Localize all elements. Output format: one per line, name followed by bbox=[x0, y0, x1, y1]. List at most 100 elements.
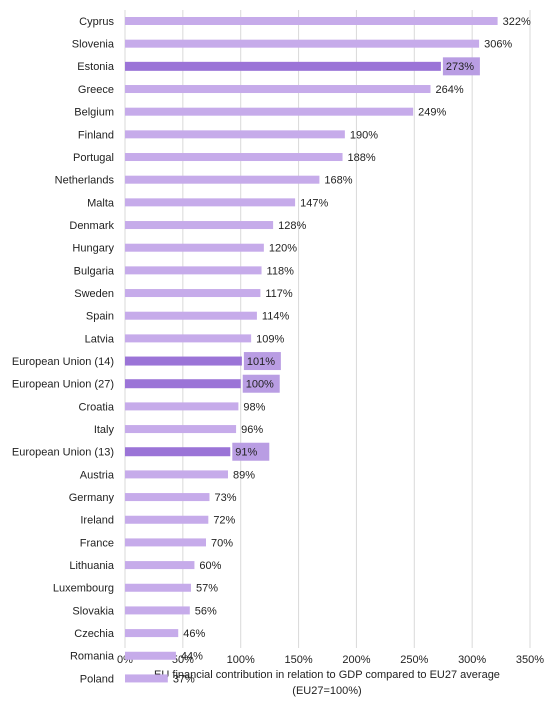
bar bbox=[125, 61, 441, 71]
y-tick-label: Hungary bbox=[72, 243, 114, 255]
value-label: 60% bbox=[199, 560, 221, 572]
bar bbox=[125, 606, 190, 615]
y-tick-label: Spain bbox=[86, 311, 114, 323]
y-tick-label: European Union (13) bbox=[12, 447, 114, 459]
value-label: 96% bbox=[241, 424, 263, 436]
value-label: 190% bbox=[350, 129, 378, 141]
y-tick-label: Slovakia bbox=[72, 605, 114, 617]
value-label: 101% bbox=[247, 356, 275, 368]
x-axis-title: EU financial contribution in relation to… bbox=[154, 669, 500, 681]
x-tick-label: 150% bbox=[285, 654, 313, 666]
bar bbox=[125, 583, 191, 592]
bar bbox=[125, 266, 262, 275]
bar bbox=[125, 629, 179, 638]
x-tick-label: 200% bbox=[342, 654, 370, 666]
y-tick-label: Poland bbox=[80, 673, 114, 685]
value-label: 109% bbox=[256, 333, 284, 345]
x-tick-label: 250% bbox=[400, 654, 428, 666]
y-tick-label: Netherlands bbox=[55, 175, 115, 187]
bar bbox=[125, 334, 252, 343]
bar bbox=[125, 39, 480, 48]
y-tick-label: Luxembourg bbox=[53, 583, 114, 595]
value-label: 89% bbox=[233, 469, 255, 481]
y-tick-label: Lithuania bbox=[69, 560, 115, 572]
y-tick-label: Austria bbox=[80, 469, 115, 481]
value-label: 147% bbox=[300, 197, 328, 209]
y-tick-label: Estonia bbox=[77, 61, 115, 73]
bar bbox=[125, 243, 264, 252]
y-tick-label: Portugal bbox=[73, 152, 114, 164]
y-tick-label: Czechia bbox=[74, 628, 115, 640]
bar bbox=[125, 356, 242, 366]
value-label: 306% bbox=[484, 39, 512, 51]
bar bbox=[125, 493, 210, 502]
bar bbox=[125, 175, 320, 184]
value-label: 249% bbox=[418, 107, 446, 119]
value-label: 56% bbox=[195, 605, 217, 617]
x-tick-label: 100% bbox=[227, 654, 255, 666]
x-tick-label: 50% bbox=[172, 654, 194, 666]
y-tick-label: France bbox=[80, 537, 114, 549]
bar bbox=[125, 651, 176, 660]
bar bbox=[125, 130, 345, 139]
y-tick-label: Belgium bbox=[74, 107, 114, 119]
bar bbox=[125, 674, 168, 683]
bar bbox=[125, 153, 343, 162]
value-label: 128% bbox=[278, 220, 306, 232]
value-label: 188% bbox=[348, 152, 376, 164]
value-label: 273% bbox=[446, 61, 474, 73]
value-label: 118% bbox=[267, 265, 295, 277]
y-tick-label: European Union (27) bbox=[12, 379, 114, 391]
value-label: 72% bbox=[213, 515, 235, 527]
x-tick-label: 350% bbox=[516, 654, 544, 666]
y-tick-label: Malta bbox=[87, 197, 115, 209]
value-label: 264% bbox=[435, 84, 463, 96]
value-label: 120% bbox=[269, 243, 297, 255]
y-tick-label: Denmark bbox=[69, 220, 114, 232]
value-label: 73% bbox=[214, 492, 236, 504]
bar bbox=[125, 289, 261, 298]
value-label: 117% bbox=[265, 288, 293, 300]
y-tick-label: European Union (14) bbox=[12, 356, 114, 368]
bar bbox=[125, 311, 257, 320]
bar bbox=[125, 379, 241, 389]
y-tick-label: Italy bbox=[94, 424, 115, 436]
value-label: 37% bbox=[173, 673, 195, 685]
value-label: 322% bbox=[503, 16, 531, 28]
bar bbox=[125, 515, 209, 524]
y-tick-label: Finland bbox=[78, 129, 114, 141]
value-label: 46% bbox=[183, 628, 205, 640]
y-tick-label: Greece bbox=[78, 84, 114, 96]
value-label: 70% bbox=[211, 537, 233, 549]
bar bbox=[125, 447, 231, 457]
y-tick-label: Slovenia bbox=[72, 39, 115, 51]
y-tick-label: Cyprus bbox=[79, 16, 114, 28]
value-label: 168% bbox=[324, 175, 352, 187]
bar bbox=[125, 402, 239, 411]
value-label-box bbox=[442, 57, 480, 76]
x-tick-label: 300% bbox=[458, 654, 486, 666]
y-tick-label: Ireland bbox=[80, 515, 114, 527]
y-tick-label: Sweden bbox=[74, 288, 114, 300]
bar bbox=[125, 85, 431, 94]
bar bbox=[125, 561, 195, 570]
y-tick-label: Croatia bbox=[79, 401, 115, 413]
value-label-box bbox=[243, 352, 281, 371]
value-label: 98% bbox=[243, 401, 265, 413]
bar bbox=[125, 107, 414, 116]
y-tick-label: Romania bbox=[70, 651, 115, 663]
value-label-box bbox=[232, 442, 270, 461]
value-label: 57% bbox=[196, 583, 218, 595]
bar bbox=[125, 17, 498, 25]
x-axis-title: (EU27=100%) bbox=[292, 685, 361, 697]
y-tick-label: Germany bbox=[69, 492, 115, 504]
bar bbox=[125, 470, 228, 479]
y-tick-label: Latvia bbox=[85, 333, 115, 345]
value-label: 44% bbox=[181, 651, 203, 663]
y-tick-label: Bulgaria bbox=[74, 265, 115, 277]
bar bbox=[125, 221, 274, 230]
bar bbox=[125, 538, 206, 547]
value-label: 91% bbox=[235, 447, 257, 459]
value-label: 114% bbox=[262, 311, 290, 323]
